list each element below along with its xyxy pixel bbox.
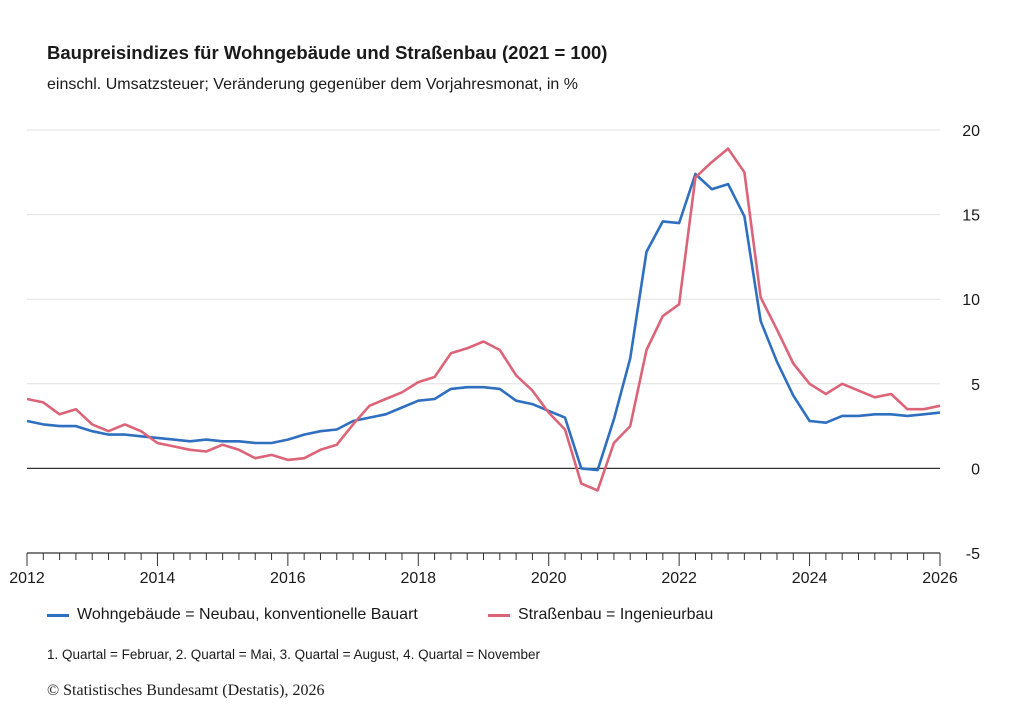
legend-swatch-red (488, 613, 510, 617)
chart-title: Baupreisindizes für Wohngebäude und Stra… (47, 42, 608, 63)
y-tick-label: 15 (962, 208, 980, 225)
chart-subtitle: einschl. Umsatzsteuer; Veränderung gegen… (47, 76, 578, 93)
series-line-strassenbau (26, 147, 941, 492)
x-tick-label: 2020 (531, 570, 567, 587)
y-tick-label: 0 (971, 461, 980, 478)
y-tick-label: 20 (962, 123, 980, 140)
series-line-wohngebaeude (26, 172, 941, 472)
y-tick-label: -5 (966, 546, 980, 563)
x-tick-label: 2012 (9, 570, 45, 587)
copyright: © Statistisches Bundesamt (Destatis), 20… (47, 682, 324, 700)
legend-label: Wohngebäude = Neubau, konventionelle Bau… (77, 606, 418, 623)
x-tick-label: 2022 (661, 570, 697, 587)
legend-item-strassenbau[interactable]: Straßenbau = Ingenieurbau (488, 606, 713, 624)
x-tick-label: 2024 (792, 570, 828, 587)
y-tick-label: 5 (971, 377, 980, 394)
legend-swatch-blue (47, 613, 69, 617)
footnote: 1. Quartal = Februar, 2. Quartal = Mai, … (47, 647, 541, 662)
x-tick-label: 2018 (400, 570, 436, 587)
y-tick-label: 10 (962, 292, 980, 309)
legend-label: Straßenbau = Ingenieurbau (518, 606, 714, 623)
x-tick-label: 2014 (140, 570, 176, 587)
x-tick-label: 2026 (922, 570, 958, 587)
copyright-text: © Statistisches Bundesamt (Destatis), 20… (47, 682, 325, 699)
x-tick-label: 2016 (270, 570, 306, 587)
legend-item-wohngebaeude[interactable]: Wohngebäude = Neubau, konventionelle Bau… (47, 606, 418, 624)
